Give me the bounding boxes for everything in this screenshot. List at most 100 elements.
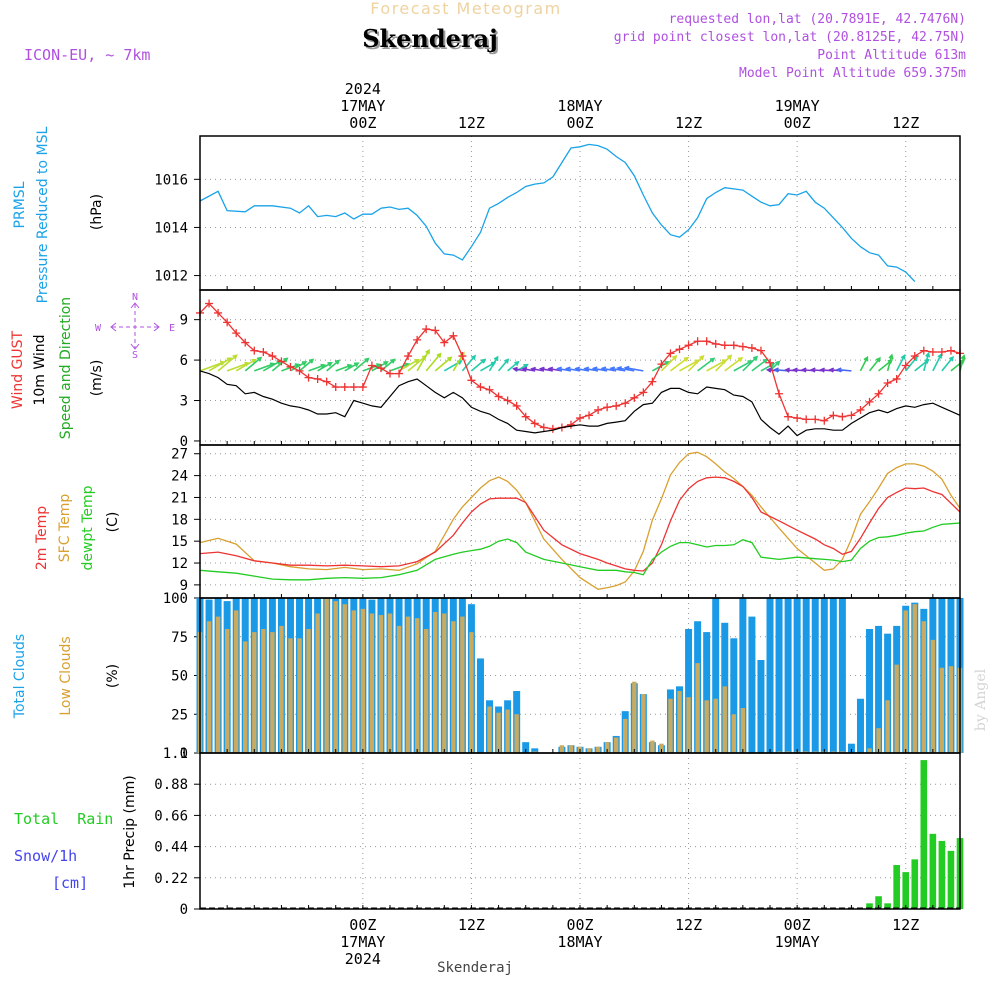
wind-arrow-head <box>414 358 420 364</box>
y-tick-label: 0.88 <box>154 777 188 793</box>
y-tick-label: 0.66 <box>154 808 188 824</box>
gust-marker <box>883 379 892 387</box>
rain-bar <box>920 760 928 909</box>
gust-marker <box>214 308 223 317</box>
low-cloud-bar <box>613 737 619 753</box>
wind-10m-label: 10m Wind <box>32 334 48 405</box>
low-clouds-label: Low Clouds <box>58 636 74 715</box>
gust-marker <box>476 383 485 392</box>
gust-marker <box>693 337 702 346</box>
wind-arrow <box>507 361 519 372</box>
gust-marker <box>802 415 811 424</box>
low-cloud-bar <box>451 621 456 753</box>
wind-arrow <box>271 357 288 372</box>
low-cloud-bar <box>297 638 302 753</box>
y-tick-label: 12 <box>171 556 188 572</box>
gust-marker <box>286 362 295 371</box>
low-cloud-bar <box>252 632 257 753</box>
temp-dewpt-line <box>199 522 961 581</box>
low-cloud-bar <box>632 681 637 753</box>
wind-arrow-head <box>752 355 759 361</box>
wind-arrow-head <box>683 356 690 362</box>
wind-arrow <box>923 353 930 372</box>
compass-north-label: N <box>132 292 138 303</box>
low-cloud-bar <box>704 700 709 753</box>
total-cloud-bar <box>829 598 837 753</box>
gust-marker <box>946 346 955 355</box>
low-cloud-bar <box>414 618 420 753</box>
gust-marker <box>657 360 666 369</box>
wind-arrow <box>751 358 768 372</box>
gust-marker <box>376 364 385 373</box>
top-time-label: 00Z <box>349 114 376 132</box>
requested-coordinates: requested lon,lat (20.7891E, 42.7476N) <box>669 12 966 27</box>
low-cloud-bar <box>261 629 266 753</box>
low-cloud-bar <box>433 611 438 753</box>
low-cloud-bar <box>894 664 899 753</box>
wind-arrow <box>932 354 942 372</box>
y-tick-label: 24 <box>171 469 188 485</box>
snow-unit-label: [cm] <box>52 874 88 892</box>
wind-arrow <box>513 367 526 372</box>
rain-bar <box>911 859 919 909</box>
wind-arrow <box>497 359 509 372</box>
wind-arrow-head <box>425 348 430 355</box>
gust-marker <box>241 338 250 347</box>
wind-arrow-head <box>623 365 630 371</box>
top-time-label: 2024 <box>345 80 381 98</box>
gust-marker <box>367 361 376 370</box>
wind-arrow <box>317 362 332 372</box>
gust-marker <box>594 405 603 414</box>
low-cloud-bar <box>659 743 664 753</box>
wind-arrow-head <box>600 366 607 372</box>
gust-marker <box>612 401 621 410</box>
low-cloud-bar <box>722 686 727 753</box>
low-cloud-bar <box>604 742 610 753</box>
wind-arrow-head <box>383 361 389 366</box>
total-clouds-label: Total Clouds <box>12 634 28 719</box>
wind-arrow <box>886 354 893 372</box>
gust-marker <box>395 369 404 378</box>
low-cloud-bar <box>840 751 845 753</box>
y-tick-label: 27 <box>171 447 188 463</box>
bottom-time-label: 2024 <box>345 950 381 968</box>
low-cloud-bar <box>813 751 818 753</box>
wind-arrow <box>724 357 743 372</box>
bottom-time-label: 12Z <box>458 916 485 934</box>
wind-gust-label: Wind GUST <box>10 330 26 409</box>
wind-arrow <box>244 357 262 372</box>
bottom-time-label: 00Z <box>784 916 811 934</box>
wind-arrow-head <box>493 355 499 362</box>
wind-arrow-head <box>480 358 487 364</box>
gust-marker <box>621 399 630 408</box>
low-cloud-bar <box>650 740 655 753</box>
rain-bar <box>902 872 910 909</box>
gust-marker <box>820 416 829 425</box>
wind-arrow <box>859 357 869 372</box>
wind-arrow <box>488 356 499 372</box>
wind-arrow-head <box>390 358 396 364</box>
pressure-unit: (hPa) <box>89 194 105 230</box>
low-cloud-bar <box>948 666 954 753</box>
total-cloud-bar <box>712 598 720 753</box>
gust-marker <box>349 383 358 392</box>
gust-marker <box>874 389 883 398</box>
gust-marker <box>404 352 413 361</box>
gust-marker <box>630 393 639 402</box>
cloud-unit: (%) <box>105 664 121 688</box>
wind-arrow <box>669 357 689 372</box>
temp-dewpt-label: dewpt Temp <box>80 485 96 570</box>
wind-arrow <box>226 362 249 372</box>
compass-south-label: S <box>132 350 138 361</box>
y-tick-label: 75 <box>171 630 188 646</box>
gust-marker <box>937 348 946 356</box>
wind-arrow-head <box>800 367 807 373</box>
low-cloud-bar <box>885 700 890 753</box>
total-cloud-bar <box>685 629 693 753</box>
low-cloud-bar <box>423 629 429 753</box>
total-cloud-bar <box>866 629 874 753</box>
gust-marker <box>666 349 675 358</box>
wind-arrow-head <box>709 357 716 363</box>
wind-arrow-head <box>699 354 705 361</box>
rain-bar <box>866 903 873 909</box>
